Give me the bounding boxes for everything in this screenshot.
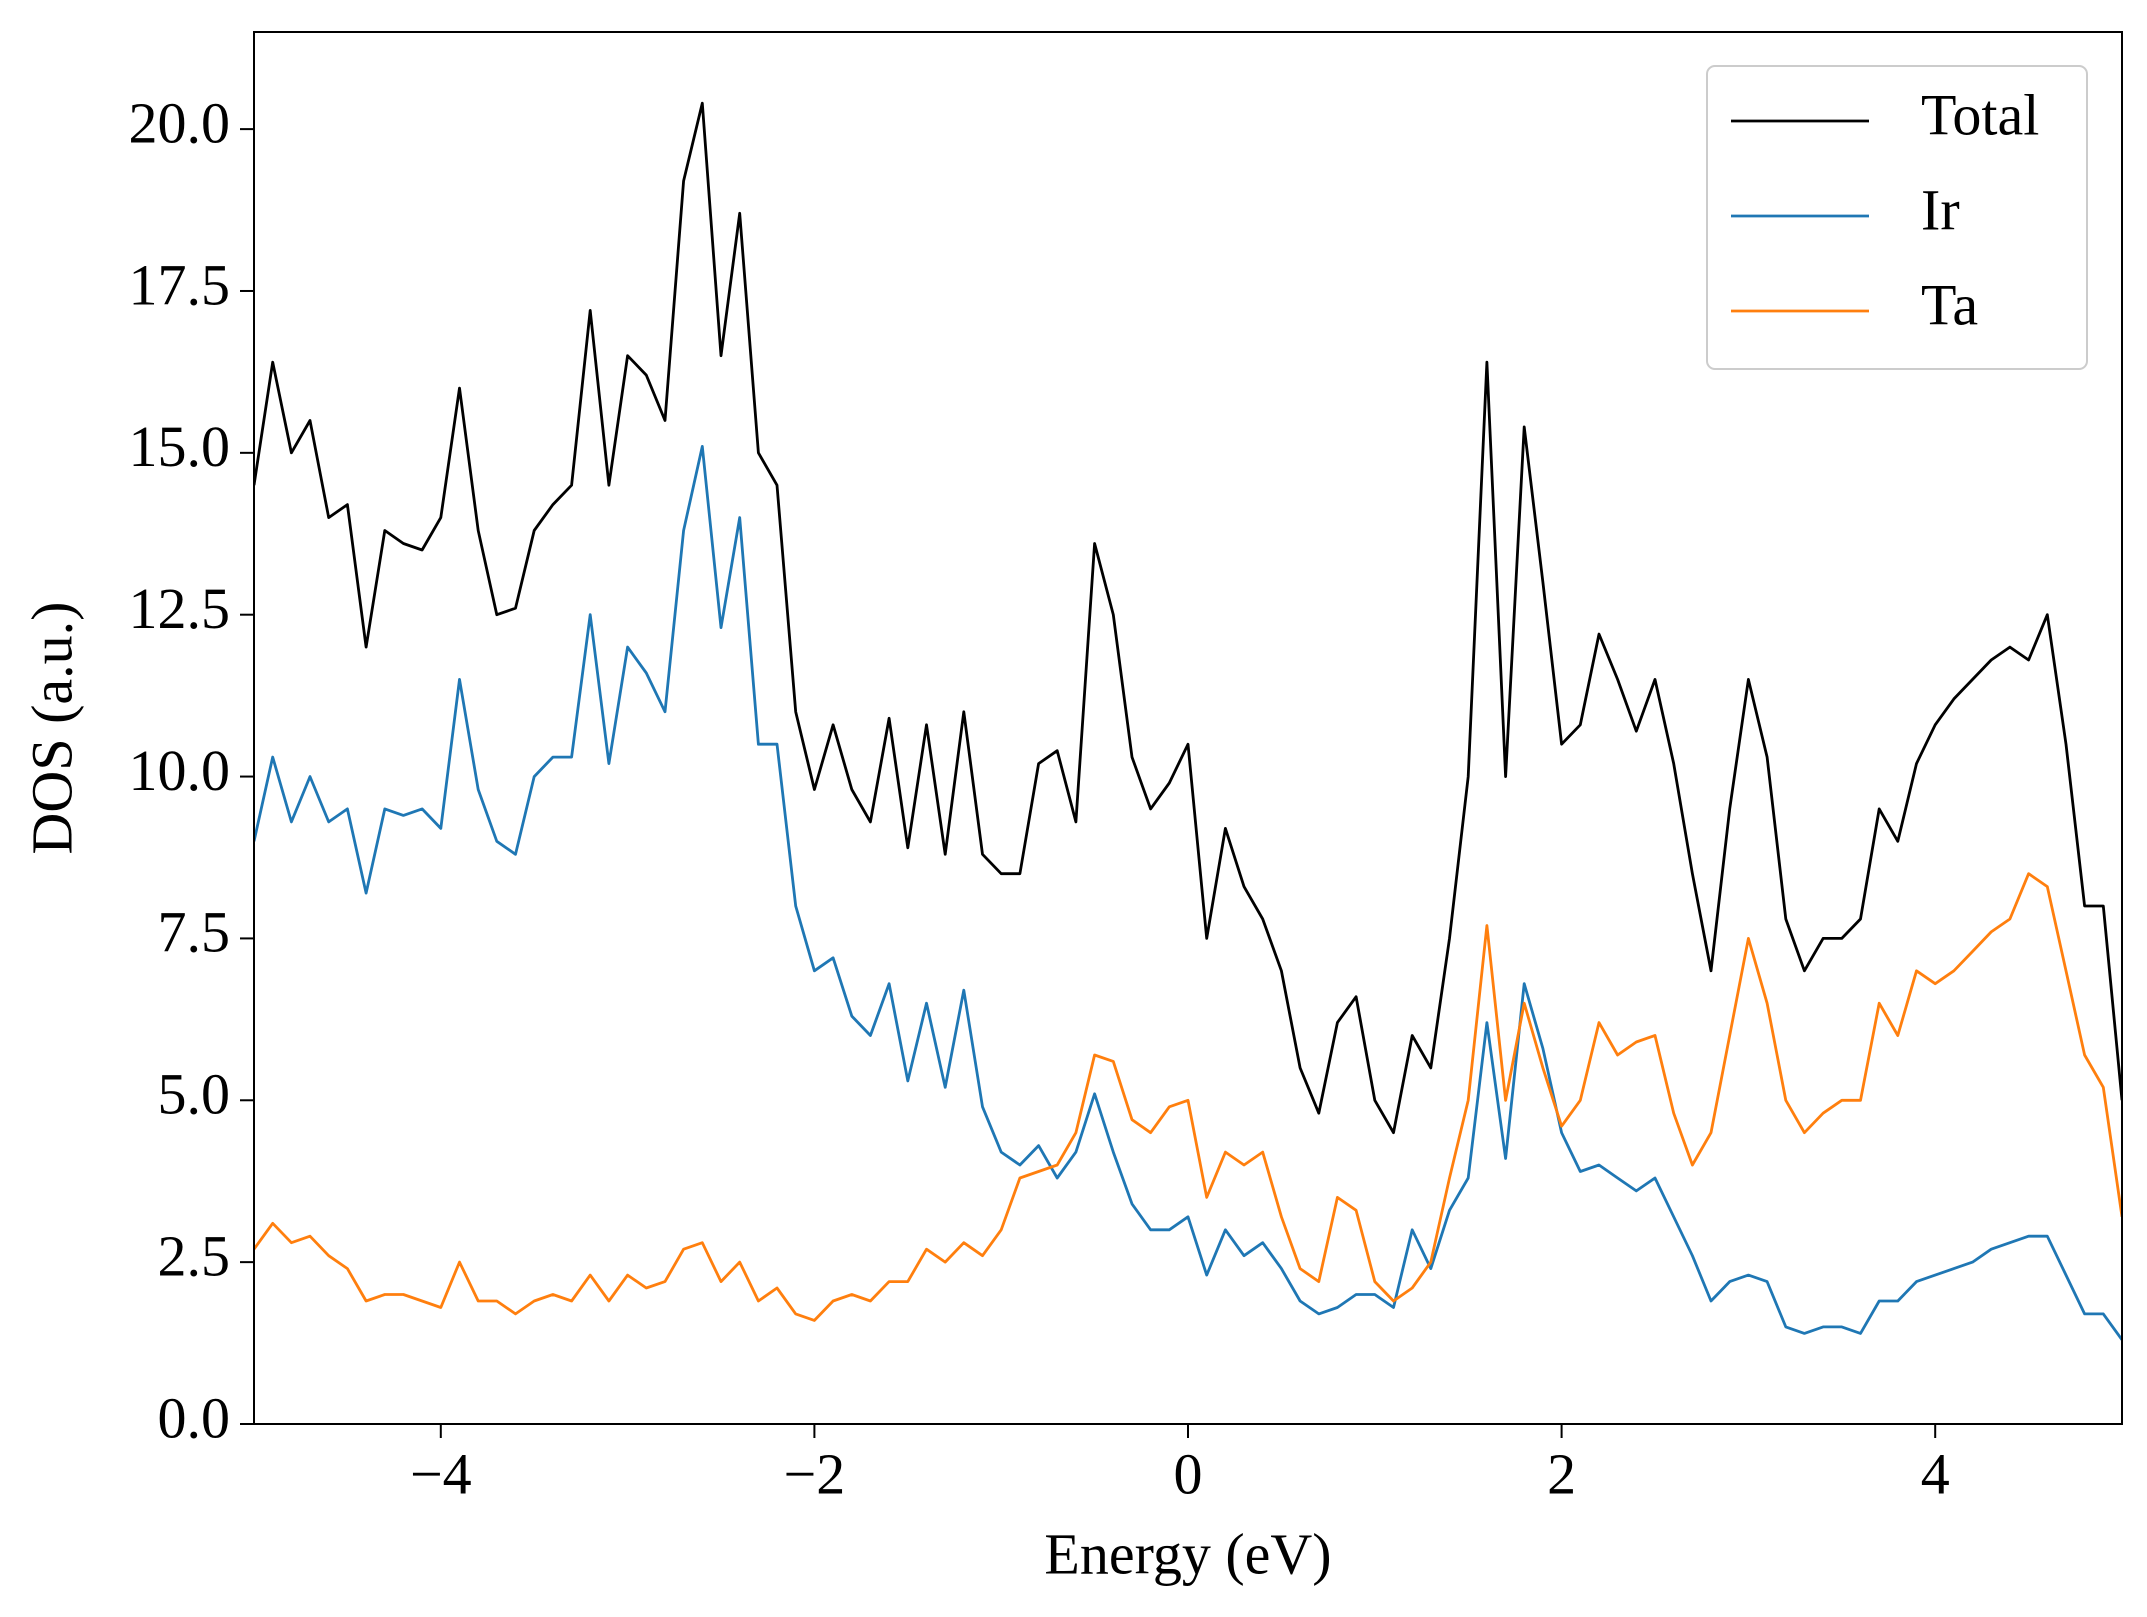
x-tick-label: −4 <box>410 1441 472 1506</box>
x-tick-label: 4 <box>1921 1441 1950 1506</box>
legend-label: Ta <box>1921 272 1978 337</box>
y-tick-label: 20.0 <box>129 90 231 155</box>
x-tick-label: 2 <box>1547 1441 1576 1506</box>
legend-label: Total <box>1921 82 2039 147</box>
y-tick-label: 15.0 <box>129 414 231 479</box>
line-series <box>254 101 2122 1135</box>
y-tick-label: 2.5 <box>158 1223 231 1288</box>
legend: Total Ir Ta <box>1706 65 2088 370</box>
legend-box <box>1706 65 2088 370</box>
x-tick-label: −2 <box>784 1441 846 1506</box>
y-tick-label: 5.0 <box>158 1062 231 1127</box>
legend-label: Ir <box>1921 177 1960 242</box>
line-series <box>254 872 2122 1322</box>
line-series <box>254 445 2122 1341</box>
y-tick-label: 17.5 <box>129 252 231 317</box>
y-tick-label: 12.5 <box>129 576 231 641</box>
y-tick-label: 7.5 <box>158 900 231 965</box>
y-tick-label: 10.0 <box>129 738 231 803</box>
y-tick-label: 0.0 <box>158 1385 231 1450</box>
x-tick-label: 0 <box>1174 1441 1203 1506</box>
x-axis-label: Energy (eV) <box>1044 1521 1331 1586</box>
plot-frame <box>253 31 2123 1425</box>
y-axis-label: DOS (a.u.) <box>19 602 84 855</box>
